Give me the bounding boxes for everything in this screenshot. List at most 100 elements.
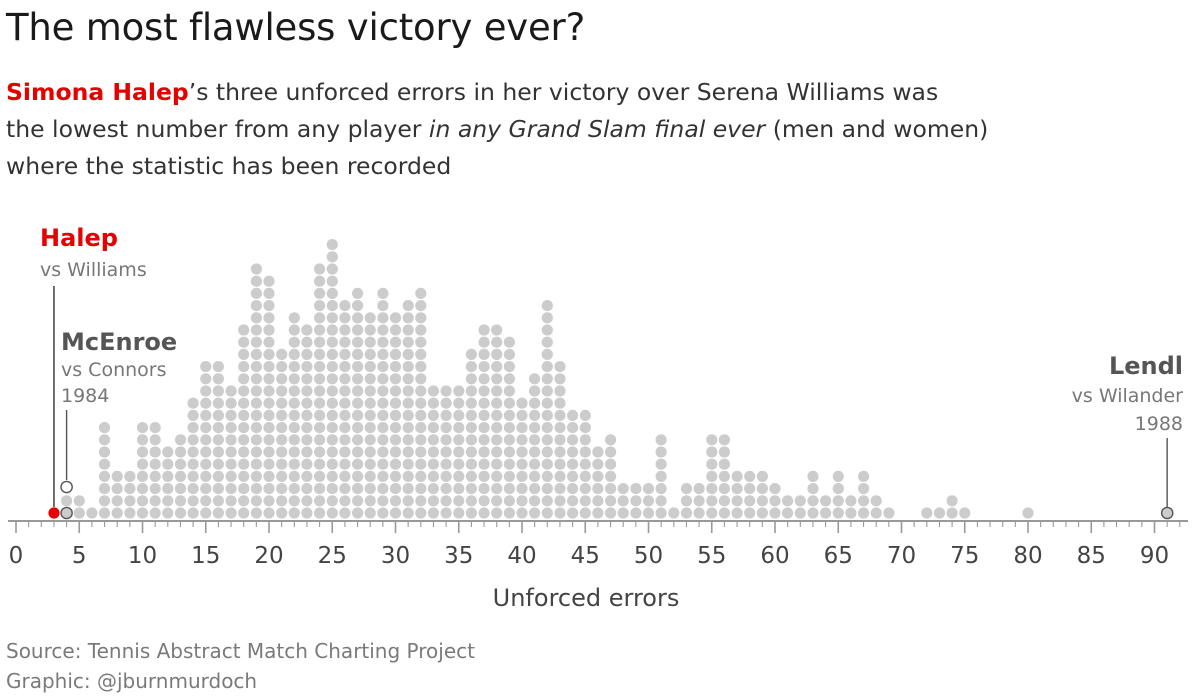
dot-x39-n11 [503, 385, 515, 397]
dot-x16-n4 [212, 470, 224, 482]
dot-x24-n2 [314, 495, 326, 507]
dot-x43-n13 [554, 361, 566, 373]
dot-x47-n5 [605, 458, 617, 470]
dot-x38-n1 [491, 507, 503, 519]
dot-x31-n3 [402, 483, 414, 495]
dot-x51-n3 [655, 483, 667, 495]
dot-x38-n13 [491, 361, 503, 373]
dot-x7-n6 [98, 446, 111, 458]
dot-x14-n5 [187, 458, 199, 470]
dot-x26-n14 [339, 348, 351, 360]
dot-x30-n11 [389, 385, 402, 397]
dot-x32-n18 [415, 300, 427, 312]
dot-x35-n2 [453, 495, 465, 507]
dot-x27-n6 [352, 446, 364, 458]
dot-x19-n17 [250, 312, 262, 324]
dot-x63-n2 [807, 495, 819, 507]
dot-x37-n2 [478, 495, 490, 507]
dot-x43-n8 [554, 422, 566, 434]
dot-x27-n7 [352, 434, 364, 446]
dot-x9-n1 [124, 507, 136, 519]
dot-x36-n6 [465, 446, 477, 458]
dot-x35-n8 [453, 422, 465, 434]
dot-x29-n3 [377, 483, 389, 495]
dot-x25-n21 [326, 263, 338, 275]
dot-x44-n1 [567, 507, 579, 519]
dot-x24-n12 [314, 373, 326, 385]
dot-x20-n19 [263, 287, 275, 299]
tick-label-10: 10 [128, 543, 157, 569]
dot-x54-n3 [693, 483, 705, 495]
dot-x42-n7 [541, 434, 553, 446]
dot-x58-n3 [744, 483, 756, 495]
dot-x45-n1 [579, 507, 591, 519]
dot-x24-n4 [314, 470, 326, 482]
dot-x30-n10 [389, 397, 402, 409]
dot-x68-n2 [870, 495, 882, 507]
dot-x17-n3 [225, 483, 237, 495]
dot-x25-n3 [326, 483, 338, 495]
dot-x36-n11 [465, 385, 477, 397]
dot-x51-n7 [655, 434, 667, 446]
dot-x31-n1 [402, 507, 414, 519]
dot-x56-n6 [718, 446, 731, 458]
dot-x10-n4 [136, 470, 149, 482]
dot-x11-n6 [149, 446, 161, 458]
subtitle-line3: where the statistic has been recorded [6, 152, 452, 180]
dot-x12-n1 [162, 507, 174, 519]
dot-x22-n11 [288, 385, 300, 397]
dot-x27-n2 [352, 495, 364, 507]
dot-x53-n2 [680, 495, 693, 507]
dot-x18-n14 [238, 348, 250, 360]
dot-x22-n13 [288, 361, 300, 373]
dot-x22-n5 [288, 458, 300, 470]
dot-x23-n13 [301, 361, 313, 373]
dot-x22-n6 [288, 446, 300, 458]
dot-x23-n9 [301, 409, 313, 421]
dot-x19-n13 [250, 361, 262, 373]
dot-x35-n6 [453, 446, 465, 458]
dot-x15-n13 [200, 361, 212, 373]
dot-x67-n3 [858, 483, 870, 495]
dot-x43-n12 [554, 373, 566, 385]
dot-x57-n1 [731, 507, 743, 519]
dot-x29-n5 [377, 458, 389, 470]
dot-x26-n10 [339, 397, 351, 409]
subtitle-line1: ’s three unforced errors in her victory … [188, 78, 939, 106]
dot-x20-n2 [263, 495, 275, 507]
dot-x40-n10 [516, 397, 528, 409]
dot-x31-n4 [402, 470, 414, 482]
dot-x33-n7 [427, 434, 439, 446]
dot-x26-n15 [339, 336, 351, 348]
dot-x13-n1 [174, 507, 187, 519]
dot-x19-n4 [250, 470, 262, 482]
dot-x32-n19 [415, 287, 427, 299]
dot-x55-n5 [706, 458, 718, 470]
dot-x51-n2 [655, 495, 667, 507]
dot-x14-n7 [187, 434, 199, 446]
dot-x37-n14 [478, 348, 490, 360]
dot-x42-n14 [541, 348, 553, 360]
dot-x27-n11 [352, 385, 364, 397]
dot-x8-n2 [111, 495, 123, 507]
dot-x44-n3 [567, 483, 579, 495]
dot-x24-n16 [314, 324, 326, 336]
dot-x75-n1 [959, 507, 971, 519]
dot-x34-n7 [440, 434, 452, 446]
dot-x37-n8 [478, 422, 490, 434]
dot-x28-n4 [364, 470, 376, 482]
dot-x66-n1 [845, 507, 857, 519]
annotation-mcenroe-sub1: vs Connors [61, 359, 167, 381]
dot-x22-n4 [288, 470, 300, 482]
dot-x22-n17 [288, 312, 300, 324]
dot-x25-n1 [326, 507, 338, 519]
dot-x24-n19 [314, 287, 326, 299]
dot-x38-n10 [491, 397, 503, 409]
dot-x13-n6 [174, 446, 187, 458]
dot-x31-n11 [402, 385, 414, 397]
tick-label-45: 45 [571, 543, 600, 569]
dot-x27-n12 [352, 373, 364, 385]
dot-x58-n2 [744, 495, 756, 507]
dot-x59-n2 [756, 495, 769, 507]
dot-x20-n16 [263, 324, 275, 336]
